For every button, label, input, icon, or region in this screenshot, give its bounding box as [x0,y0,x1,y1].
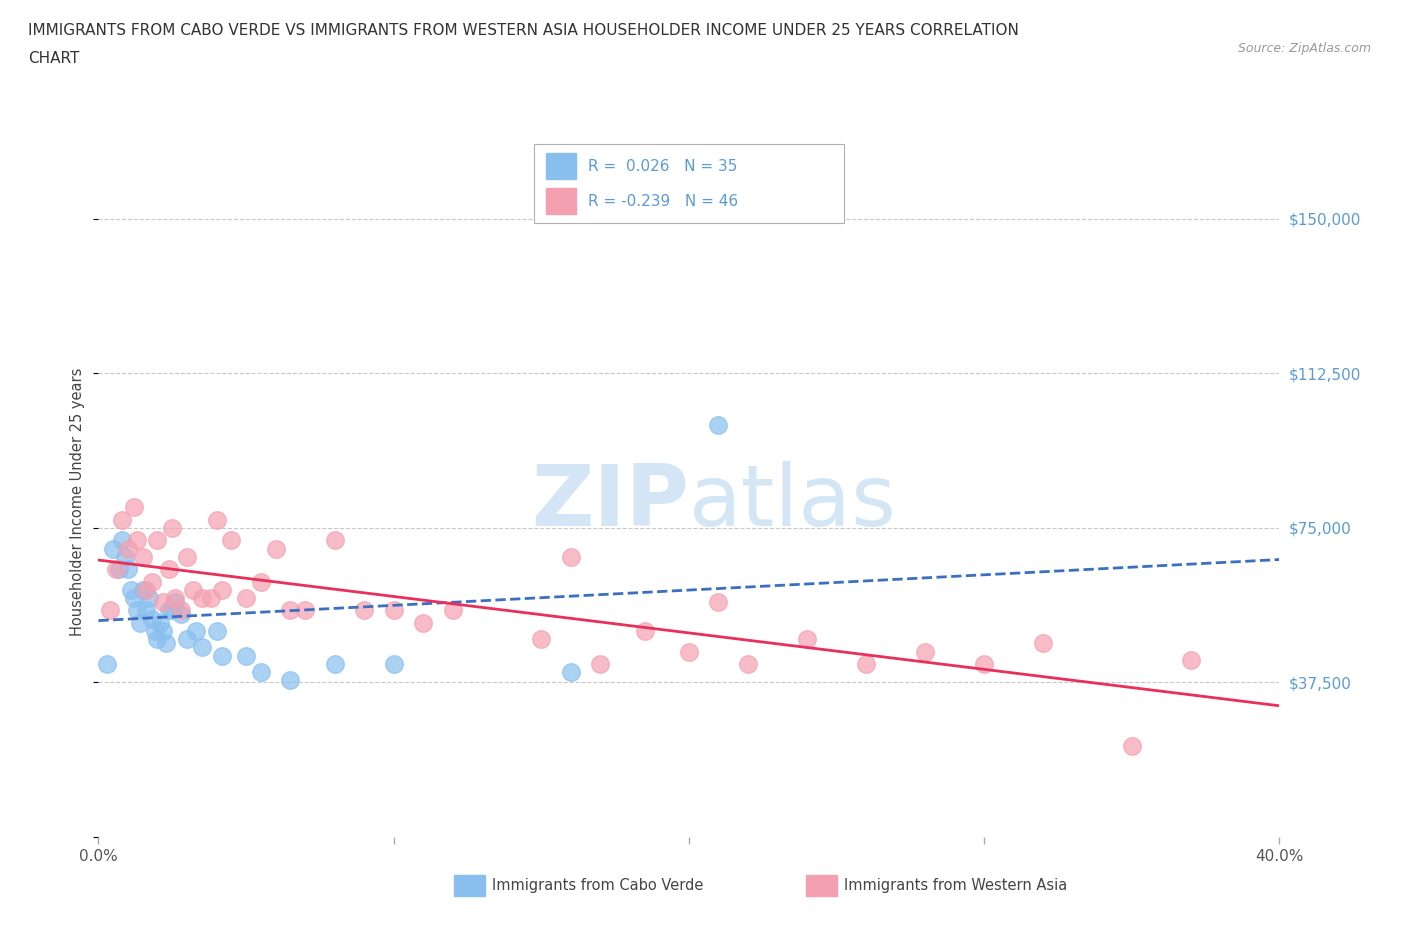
Point [132,582,155,597]
Point [560,550,582,565]
Text: R = -0.239   N = 46: R = -0.239 N = 46 [588,193,738,208]
Point [146,631,169,646]
Point [412,616,434,631]
Point [122,591,145,605]
Point [184,623,207,638]
Point [382,657,405,671]
Point [128,616,150,631]
Point [250,665,273,680]
Point [122,500,145,515]
Point [353,603,375,618]
Text: atlas: atlas [689,460,897,544]
Point [560,665,582,680]
Point [589,657,612,671]
Point [235,648,257,663]
Point [117,562,139,577]
Point [235,591,257,605]
Point [382,603,405,618]
Point [181,582,204,597]
Point [111,512,134,527]
Point [205,512,228,527]
Point [191,591,214,605]
Point [157,562,180,577]
Point [678,644,700,659]
Point [165,594,187,609]
Point [323,533,346,548]
Point [737,657,759,671]
Point [211,648,233,663]
Point [125,603,148,618]
Point [914,644,936,659]
Point [165,591,187,605]
Point [796,631,818,646]
Point [250,574,273,589]
Point [152,594,174,609]
Point [1180,652,1202,667]
Point [205,623,228,638]
Point [170,607,193,622]
Point [278,603,302,618]
Text: Immigrants from Western Asia: Immigrants from Western Asia [844,878,1067,893]
Point [135,582,157,597]
Text: CHART: CHART [28,51,80,66]
Y-axis label: Householder Income Under 25 years: Householder Income Under 25 years [70,368,86,636]
Point [707,418,730,432]
Point [149,616,172,631]
Point [152,623,174,638]
Point [143,623,166,638]
Point [176,631,198,646]
Text: ZIP: ZIP [531,460,689,544]
Point [170,603,193,618]
Point [141,574,163,589]
Point [211,582,233,597]
Point [96,657,118,671]
Point [125,533,148,548]
Point [120,582,142,597]
Point [111,533,134,548]
Point [135,603,157,618]
Point [1032,636,1054,651]
Point [157,603,180,618]
Point [114,550,136,565]
Point [141,611,163,626]
Text: R =  0.026   N = 35: R = 0.026 N = 35 [588,159,737,174]
Point [162,521,183,536]
Point [98,603,121,618]
Point [155,636,177,651]
Point [323,657,346,671]
Point [219,533,242,548]
Point [105,562,128,577]
Point [132,550,155,565]
Text: Immigrants from Cabo Verde: Immigrants from Cabo Verde [492,878,703,893]
Point [707,594,730,609]
Point [855,657,877,671]
Point [200,591,222,605]
Point [530,631,553,646]
Point [138,591,160,605]
Point [973,657,995,671]
Point [108,562,131,577]
Point [1121,739,1143,754]
Point [146,533,169,548]
Point [162,603,183,618]
Point [103,541,125,556]
Text: IMMIGRANTS FROM CABO VERDE VS IMMIGRANTS FROM WESTERN ASIA HOUSEHOLDER INCOME UN: IMMIGRANTS FROM CABO VERDE VS IMMIGRANTS… [28,23,1019,38]
Point [633,623,655,638]
Point [264,541,287,556]
Point [278,673,302,688]
Text: Source: ZipAtlas.com: Source: ZipAtlas.com [1237,42,1371,55]
Point [176,550,198,565]
Point [294,603,316,618]
Point [117,541,139,556]
Point [191,640,214,655]
Point [441,603,464,618]
